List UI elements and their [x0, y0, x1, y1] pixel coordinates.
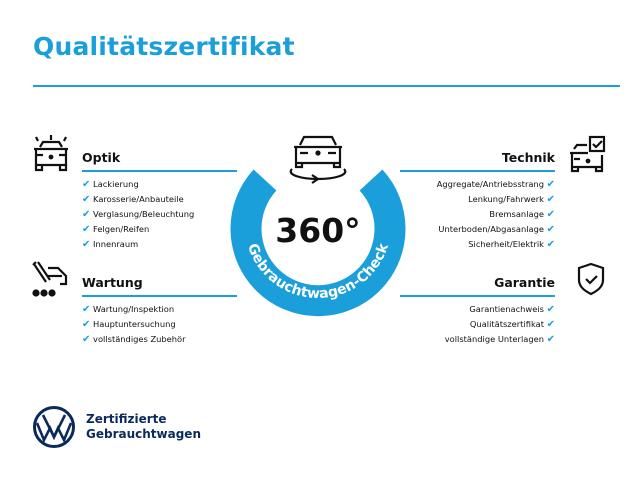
degrees-label: 360°	[275, 211, 360, 250]
brand-line-2: Gebrauchtwagen	[86, 427, 201, 441]
list-item: Garantienachweis ✔	[469, 304, 555, 315]
car-checklist-icon	[570, 135, 606, 173]
check-icon: ✔	[546, 194, 555, 205]
check-icon: ✔	[82, 319, 91, 330]
list-item: Unterboden/Abgasanlage ✔	[438, 224, 555, 235]
check-icon: ✔	[546, 224, 555, 235]
section-divider	[400, 170, 555, 172]
car-rotate-icon	[289, 135, 347, 184]
section-title: Garantie	[494, 275, 555, 290]
list-item: ✔ Innenraum	[82, 239, 139, 250]
list-item: vollständige Unterlagen ✔	[444, 334, 555, 345]
check-icon: ✔	[82, 334, 91, 345]
section-title: Optik	[82, 150, 121, 165]
check-icon: ✔	[82, 179, 91, 190]
check-icon: ✔	[546, 239, 555, 250]
check-icon: ✔	[546, 179, 555, 190]
section-title: Wartung	[82, 275, 143, 290]
360-check-badge: 360° Gebrauchtwagen-Check	[230, 135, 406, 317]
section-wartung: Wartung ✔ Wartung/Inspektion ✔ Hauptunte…	[82, 275, 237, 347]
brand-text: Zertifizierte Gebrauchtwagen	[86, 412, 201, 442]
badge-ring	[230, 169, 406, 317]
shield-check-icon	[577, 262, 605, 296]
title-divider	[33, 85, 620, 87]
check-icon: ✔	[82, 239, 91, 250]
section-garantie: Garantie Garantienachweis ✔ Qualitätszer…	[400, 275, 555, 347]
check-icon: ✔	[82, 224, 91, 235]
check-icon: ✔	[546, 209, 555, 220]
maintenance-tools-icon	[32, 261, 68, 297]
section-title: Technik	[501, 150, 555, 165]
list-item: ✔ Verglasung/Beleuchtung	[82, 209, 195, 220]
car-lights-icon	[34, 135, 68, 172]
list-item: Sicherheit/Elektrik ✔	[468, 239, 555, 250]
list-item: Bremsanlage ✔	[489, 209, 555, 220]
list-item: Qualitätszertifikat ✔	[469, 319, 555, 330]
page-title: Qualitätszertifikat	[33, 32, 295, 61]
list-item: Aggregate/Antriebsstrang ✔	[436, 179, 555, 190]
list-item: ✔ Wartung/Inspektion	[82, 304, 175, 315]
check-icon: ✔	[82, 194, 91, 205]
section-divider	[82, 295, 237, 297]
section-divider	[82, 170, 237, 172]
list-item: Lenkung/Fahrwerk ✔	[468, 194, 555, 205]
list-item: ✔ Karosserie/Anbauteile	[82, 194, 184, 205]
check-icon: ✔	[82, 209, 91, 220]
list-item: ✔ Hauptuntersuchung	[82, 319, 176, 330]
check-icon: ✔	[82, 304, 91, 315]
section-divider	[400, 295, 555, 297]
list-item: ✔ vollständiges Zubehör	[82, 334, 186, 345]
section-technik: Technik Aggregate/Antriebsstrang ✔ Lenku…	[400, 150, 555, 252]
check-icon: ✔	[546, 304, 555, 315]
section-optik: Optik ✔ Lackierung ✔ Karosserie/Anbautei…	[82, 150, 237, 252]
vw-logo	[33, 406, 75, 448]
list-item: ✔ Felgen/Reifen	[82, 224, 150, 235]
list-item: ✔ Lackierung	[82, 179, 139, 190]
brand-line-1: Zertifizierte	[86, 412, 167, 426]
check-icon: ✔	[546, 334, 555, 345]
check-icon: ✔	[546, 319, 555, 330]
